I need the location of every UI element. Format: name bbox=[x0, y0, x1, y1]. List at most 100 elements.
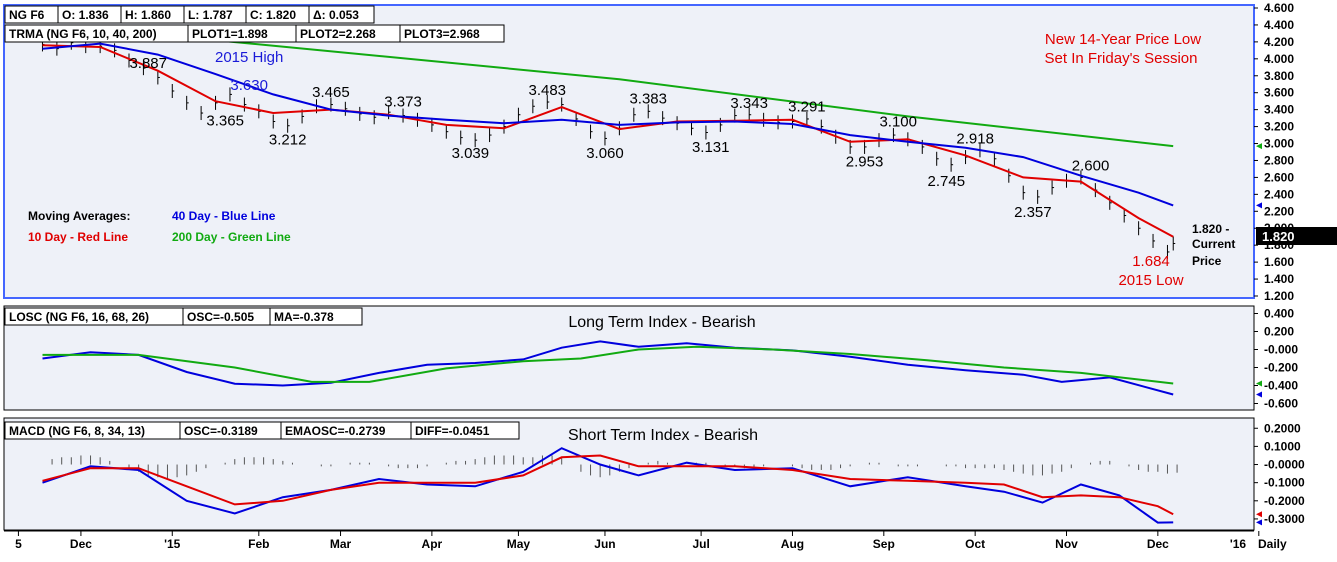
trma-plot2: PLOT2=2.268 bbox=[300, 27, 376, 41]
price-tick-label: 4.400 bbox=[1264, 18, 1294, 32]
macd-series-end-marker bbox=[1256, 511, 1262, 518]
price-200-day-green-line-line bbox=[215, 39, 1174, 148]
low-note-label: 2015 Low bbox=[1118, 272, 1183, 289]
ohlc-symbol: NG F6 bbox=[9, 8, 45, 22]
losc-series-end-marker bbox=[1256, 380, 1262, 387]
macd-tick-label: 0.2000 bbox=[1264, 421, 1301, 435]
current-price-note-1: 1.820 - bbox=[1192, 222, 1229, 236]
price-annotation: 3.887 bbox=[129, 55, 167, 72]
time-tick-label: '15 bbox=[164, 537, 181, 551]
headline-line-2: Set In Friday's Session bbox=[1045, 50, 1198, 67]
price-annotation: 3.465 bbox=[312, 84, 350, 101]
macd-osc-line bbox=[42, 447, 1174, 524]
price-annotation: 3.365 bbox=[206, 113, 244, 130]
low-note-value: 1.684 bbox=[1132, 253, 1170, 270]
trma-plot3: PLOT3=2.968 bbox=[404, 27, 480, 41]
losc-series-end-marker bbox=[1256, 391, 1262, 398]
macd-tick-label: 0.1000 bbox=[1264, 439, 1301, 453]
ohlc-low: L: 1.787 bbox=[188, 8, 233, 22]
ohlc-close: C: 1.820 bbox=[250, 8, 296, 22]
legend-ma10: 10 Day - Red Line bbox=[28, 230, 128, 244]
losc-tick-label: -0.400 bbox=[1264, 379, 1298, 393]
macd-series-end-marker bbox=[1256, 519, 1262, 526]
macd-emaosc-line bbox=[42, 454, 1174, 516]
losc-lines bbox=[42, 340, 1174, 396]
time-tick-label: 5 bbox=[15, 537, 22, 551]
price-annotation: 2015 High bbox=[215, 49, 283, 66]
losc-ma: MA=-0.378 bbox=[274, 310, 334, 324]
time-tick-label: Aug bbox=[781, 537, 804, 551]
time-tick-label: Jun bbox=[594, 537, 615, 551]
price-annotation: 3.212 bbox=[269, 131, 307, 148]
time-tick-label: Jul bbox=[692, 537, 709, 551]
current-price-note-2: Current bbox=[1192, 237, 1235, 251]
price-annotations: 3.887 2015 High 3.630 3.365 3.212 3.465 3.373 3… bbox=[129, 49, 1109, 221]
macd-tick-label: -0.0000 bbox=[1264, 458, 1305, 472]
current-price-note-3: Price bbox=[1192, 254, 1222, 268]
losc-tick-label: 0.200 bbox=[1264, 325, 1294, 339]
losc-tick-label: -0.200 bbox=[1264, 361, 1298, 375]
time-axis: 5 Dec '15 Feb Mar Apr May Jun Jul Aug Sep Oct Nov Dec… bbox=[4, 530, 1260, 551]
price-annotation: 3.343 bbox=[730, 95, 768, 112]
price-annotation: 3.383 bbox=[629, 91, 667, 108]
price-tick-label: 2.400 bbox=[1264, 187, 1294, 201]
macd-lines bbox=[42, 447, 1174, 524]
current-price-tag-label: 1.820 bbox=[1262, 229, 1295, 244]
price-annotation: 3.131 bbox=[692, 139, 730, 156]
macd-diff: DIFF=-0.0451 bbox=[415, 424, 490, 438]
price-y-axis: 4.600 4.400 4.200 4.000 3.800 3.600 3.400 3.200… bbox=[1254, 1, 1294, 303]
time-tick-label: '16 bbox=[1230, 537, 1247, 551]
time-tick-label: May bbox=[507, 537, 531, 551]
price-tick-label: 1.200 bbox=[1264, 289, 1294, 303]
trma-plot1: PLOT1=1.898 bbox=[192, 27, 268, 41]
price-annotation: 3.483 bbox=[528, 82, 566, 99]
losc-osc-line bbox=[42, 340, 1174, 396]
macd-osc: OSC=-0.3189 bbox=[184, 424, 258, 438]
price-series-end-marker bbox=[1256, 202, 1262, 209]
price-tick-label: 3.400 bbox=[1264, 103, 1294, 117]
price-annotation: 2.357 bbox=[1014, 204, 1052, 221]
time-tick-label: Mar bbox=[330, 537, 352, 551]
price-tick-label: 3.200 bbox=[1264, 120, 1294, 134]
price-40-day-blue-line-line bbox=[42, 42, 1174, 207]
macd-y-axis: 0.2000 0.1000 -0.0000 -0.1000 -0.2000 -0.3000 bbox=[1254, 421, 1305, 526]
price-10-day-red-line-line bbox=[42, 44, 1174, 238]
trma-header: TRMA (NG F6, 10, 40, 200) PLOT1=1.898 PL… bbox=[4, 24, 505, 43]
price-annotation: 3.039 bbox=[452, 145, 490, 162]
headline-line-1: New 14-Year Price Low bbox=[1045, 31, 1201, 48]
price-series-end-marker bbox=[1256, 143, 1262, 150]
ohlc-header: NG F6 O: 1.836 H: 1.860 L: 1.787 C: 1.82… bbox=[4, 5, 375, 24]
price-tick-label: 3.600 bbox=[1264, 86, 1294, 100]
legend-title: Moving Averages: bbox=[28, 209, 130, 223]
price-tick-label: 2.200 bbox=[1264, 204, 1294, 218]
price-annotation: 2.953 bbox=[846, 153, 884, 170]
losc-tick-label: -0.000 bbox=[1264, 343, 1298, 357]
losc-ma-line bbox=[42, 345, 1174, 385]
macd-tick-label: -0.1000 bbox=[1264, 476, 1305, 490]
ohlc-change: Δ: 0.053 bbox=[313, 8, 359, 22]
price-panel[interactable] bbox=[3, 4, 1255, 299]
macd-params: MACD (NG F6, 8, 34, 13) bbox=[9, 424, 145, 438]
ohlc-high: H: 1.860 bbox=[125, 8, 171, 22]
time-tick-label: Dec bbox=[70, 537, 92, 551]
time-tick-label: Feb bbox=[248, 537, 269, 551]
macd-title: Short Term Index - Bearish bbox=[568, 427, 758, 444]
time-tick-label: Sep bbox=[873, 537, 895, 551]
losc-header: LOSC (NG F6, 16, 68, 26) OSC=-0.505 MA=-… bbox=[4, 307, 363, 326]
price-tick-label: 4.600 bbox=[1264, 1, 1294, 15]
price-tick-label: 4.000 bbox=[1264, 52, 1294, 66]
macd-histogram bbox=[51, 455, 1178, 480]
price-annotation: 3.630 bbox=[230, 77, 268, 94]
price-annotation: 3.060 bbox=[586, 145, 624, 162]
legend-ma40: 40 Day - Blue Line bbox=[172, 209, 276, 223]
legend-ma200: 200 Day - Green Line bbox=[172, 230, 291, 244]
price-annotation: 3.291 bbox=[788, 98, 826, 115]
price-annotation: 2.600 bbox=[1072, 158, 1110, 175]
price-tick-label: 3.000 bbox=[1264, 137, 1294, 151]
losc-params: LOSC (NG F6, 16, 68, 26) bbox=[9, 310, 149, 324]
price-annotation: 2.918 bbox=[956, 131, 994, 148]
losc-tick-label: -0.600 bbox=[1264, 397, 1298, 411]
price-annotation: 2.745 bbox=[928, 173, 966, 190]
macd-tick-label: -0.3000 bbox=[1264, 512, 1305, 526]
